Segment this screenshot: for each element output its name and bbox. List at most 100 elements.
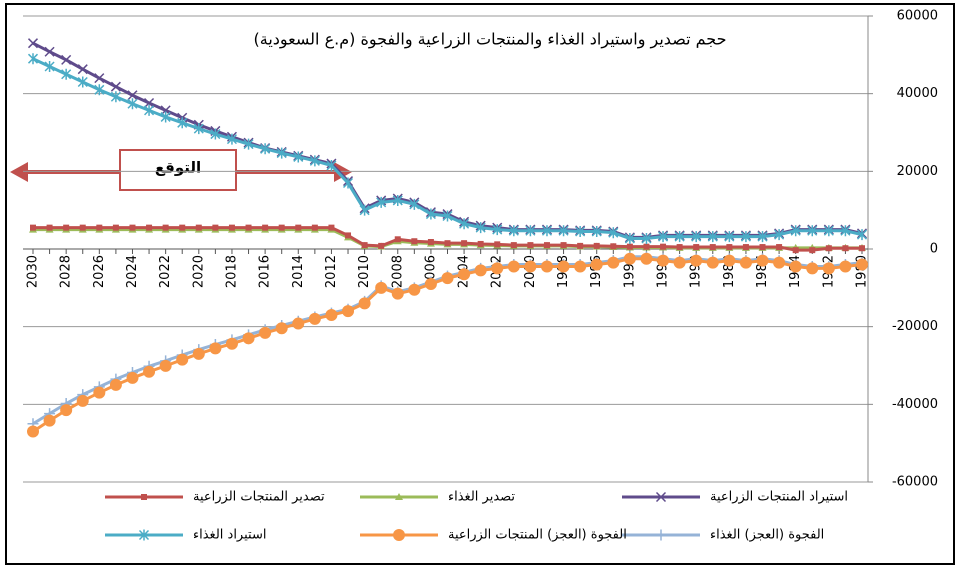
marker xyxy=(378,242,385,249)
marker xyxy=(358,297,371,310)
marker xyxy=(507,260,520,273)
marker xyxy=(757,231,768,243)
marker xyxy=(30,224,36,231)
x-tick-label: 2018 xyxy=(224,255,239,288)
marker xyxy=(444,240,451,247)
marker xyxy=(593,242,600,249)
marker xyxy=(789,260,802,273)
marker xyxy=(856,258,868,271)
marker xyxy=(212,224,219,231)
marker xyxy=(643,243,650,250)
marker xyxy=(44,46,55,57)
x-tick-label: 2028 xyxy=(59,255,74,288)
marker xyxy=(525,225,536,237)
marker xyxy=(112,224,119,231)
marker xyxy=(141,494,147,500)
marker xyxy=(242,332,255,345)
marker xyxy=(474,264,487,277)
marker xyxy=(408,283,421,296)
marker xyxy=(146,224,153,231)
marker xyxy=(27,425,39,438)
marker xyxy=(658,231,669,243)
y-tick-label: 0 xyxy=(930,242,938,257)
marker xyxy=(557,260,570,273)
marker xyxy=(144,97,155,109)
marker xyxy=(195,224,202,231)
legend-item: تصدير المنتجات الزراعية xyxy=(105,490,325,505)
marker xyxy=(575,226,586,238)
frame xyxy=(5,3,955,565)
marker xyxy=(558,225,569,237)
marker xyxy=(61,68,72,80)
marker xyxy=(424,277,437,290)
annotation: التوقع xyxy=(155,159,201,177)
marker xyxy=(690,254,703,267)
marker xyxy=(726,244,733,251)
marker xyxy=(792,247,799,254)
marker xyxy=(77,76,88,88)
marker xyxy=(326,160,337,172)
marker xyxy=(839,260,852,273)
legend-label: الفجوة (العجز) الغذاء xyxy=(710,528,824,543)
marker xyxy=(225,337,238,350)
marker xyxy=(676,244,683,251)
series xyxy=(27,53,868,245)
marker xyxy=(806,262,819,275)
marker xyxy=(459,218,470,230)
marker xyxy=(442,210,453,222)
marker xyxy=(590,258,603,271)
marker xyxy=(209,342,222,355)
marker xyxy=(77,64,88,75)
x-tick-label: 2024 xyxy=(125,255,140,288)
marker xyxy=(425,208,436,220)
series xyxy=(27,252,868,438)
marker xyxy=(311,224,318,231)
marker xyxy=(179,224,186,231)
marker xyxy=(109,378,122,391)
y-tick-label: -20000 xyxy=(892,319,938,334)
legend-item: الفجوة (العجز) المنتجات الزراعية xyxy=(360,528,627,543)
marker xyxy=(226,133,237,145)
marker xyxy=(706,256,719,269)
marker xyxy=(709,244,716,251)
marker xyxy=(543,242,550,249)
marker xyxy=(138,529,150,541)
legend-item: الفجوة (العجز) الغذاء xyxy=(622,528,824,543)
marker xyxy=(574,260,587,273)
marker xyxy=(691,231,702,243)
y-tick-label: 40000 xyxy=(897,86,938,101)
marker xyxy=(345,232,352,239)
marker xyxy=(110,81,121,92)
marker xyxy=(278,224,285,231)
marker xyxy=(27,38,39,49)
marker xyxy=(774,229,785,241)
marker xyxy=(359,204,370,216)
marker xyxy=(527,242,534,249)
marker xyxy=(361,242,368,249)
marker xyxy=(560,242,567,249)
marker xyxy=(591,226,602,238)
marker xyxy=(127,90,138,101)
marker xyxy=(376,196,387,208)
marker xyxy=(825,245,832,252)
marker xyxy=(76,394,89,407)
marker xyxy=(159,359,172,372)
marker xyxy=(44,60,55,72)
marker xyxy=(292,317,305,330)
marker xyxy=(842,245,849,252)
marker xyxy=(228,224,235,231)
marker xyxy=(508,225,519,237)
marker xyxy=(776,244,783,251)
marker xyxy=(391,287,404,300)
marker xyxy=(43,414,56,427)
marker xyxy=(342,177,354,189)
marker xyxy=(660,243,667,250)
marker xyxy=(610,243,617,250)
x-tick-label: 2016 xyxy=(258,255,273,288)
marker xyxy=(46,224,53,231)
marker xyxy=(245,224,252,231)
marker xyxy=(740,231,751,243)
marker xyxy=(259,326,272,339)
marker xyxy=(673,256,686,269)
